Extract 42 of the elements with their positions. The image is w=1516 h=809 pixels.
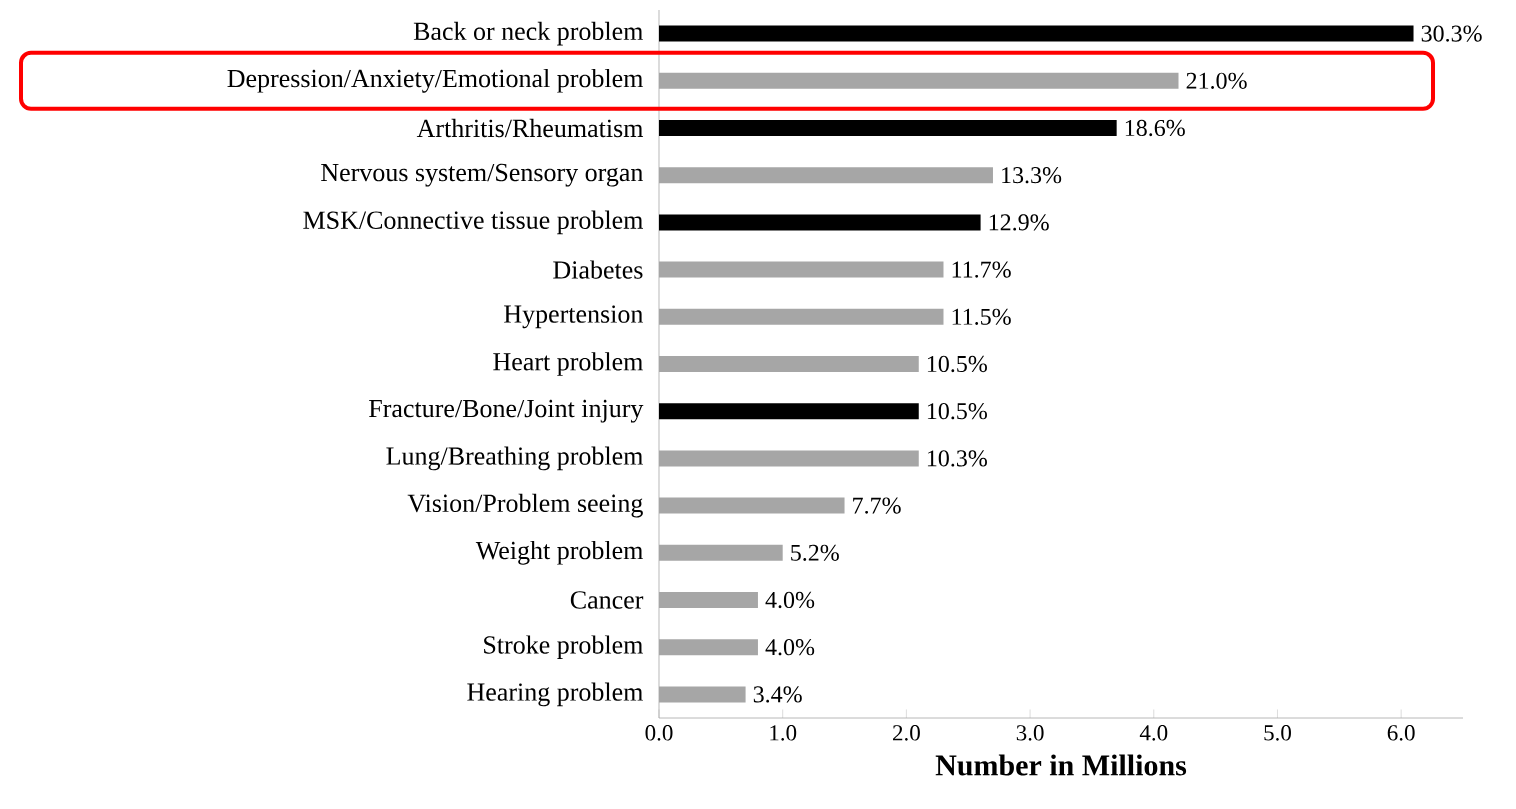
annotation: 30.3%: [1421, 25, 1482, 42]
y-tick-label: Fracture/Bone/Joint injury: [369, 399, 644, 423]
x-axis-title: Number in Millions: [935, 754, 1187, 776]
y-tick-label: Hypertension: [504, 305, 644, 329]
y-tick-label: MSK/Connective tissue problem: [303, 210, 643, 235]
annotation: 11.5%: [952, 308, 1011, 325]
y-tick-label: Weight problem: [475, 540, 643, 565]
bar: [659, 25, 1414, 42]
x-tick-label: 6.0: [1387, 725, 1415, 741]
bar: [659, 403, 919, 420]
y-tick-label: Cancer: [570, 591, 644, 609]
annotation: 12.9%: [989, 214, 1049, 231]
annotation: 18.6%: [1125, 119, 1185, 137]
y-tick-label: Stroke problem: [484, 635, 643, 659]
y-tick-label: Nervous system/Sensory organ: [321, 163, 644, 187]
annotation: 10.5%: [927, 403, 987, 420]
bar: [659, 214, 981, 231]
annotation: 3.4%: [753, 686, 802, 703]
y-tick-label: Hearing problem: [467, 682, 643, 707]
annotation: 4.0%: [765, 639, 815, 656]
y-tick-label: Lung/Breathing problem: [386, 446, 643, 471]
y-tick-label: Depression/Anxiety/Emotional problem: [227, 68, 644, 93]
annotation: 13.3%: [1002, 167, 1062, 184]
annotation: 10.3%: [927, 450, 987, 467]
annotation: 11.7%: [952, 261, 1011, 278]
y-tick-label: Arthritis/Rheumatism: [416, 118, 644, 138]
annotation: 10.5%: [927, 355, 987, 373]
annotation: 21.0%: [1186, 72, 1247, 89]
y-tick-label: Back or neck problem: [413, 21, 643, 46]
x-tick-label: 5.0: [1264, 725, 1291, 741]
y-tick-label: Heart problem: [493, 352, 643, 376]
x-tick-label: 1.0: [770, 725, 797, 741]
annotation: 4.0%: [765, 591, 815, 609]
annotation: 5.2%: [791, 544, 839, 561]
x-tick-label: 4.0: [1139, 725, 1168, 741]
x-tick-label: 0.0: [645, 725, 673, 741]
y-tick-label: Diabetes: [553, 260, 643, 279]
y-tick-label: Vision/Problem seeing: [407, 493, 643, 518]
x-tick-label: 3.0: [1016, 725, 1044, 741]
x-tick-label: 2.0: [893, 725, 920, 741]
annotation: 7.7%: [853, 497, 901, 514]
bar: [659, 120, 1117, 137]
